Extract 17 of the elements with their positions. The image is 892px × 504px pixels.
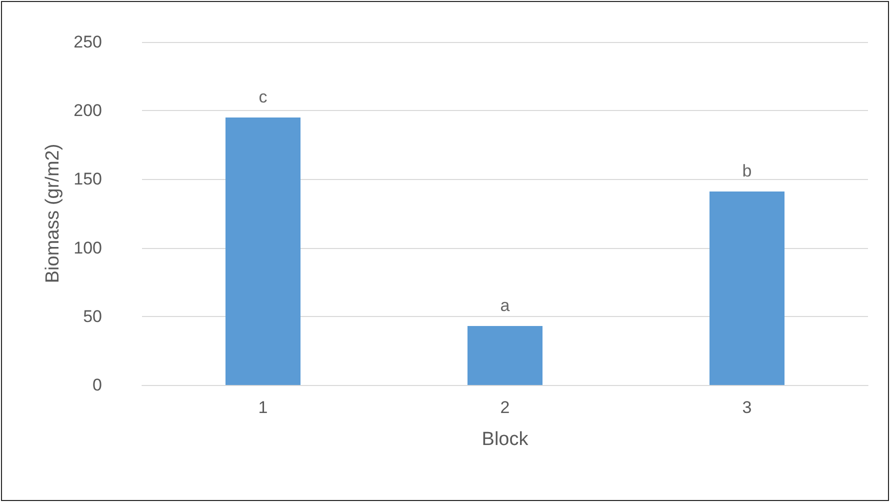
- bar: [467, 326, 543, 385]
- x-tick-label: 2: [500, 398, 510, 417]
- y-tick-label: 200: [74, 101, 102, 120]
- bar: [225, 117, 301, 385]
- y-tick-label: 50: [83, 306, 102, 326]
- x-axis-title: Block: [482, 429, 529, 450]
- bar: [709, 192, 785, 385]
- y-tick-label: 250: [74, 32, 102, 52]
- y-tick-label: 150: [74, 170, 102, 189]
- x-tick-label: 3: [742, 398, 752, 417]
- x-tick-label: 1: [258, 398, 268, 417]
- annotation: a: [500, 296, 510, 316]
- annotation: b: [742, 162, 752, 181]
- annotation: c: [258, 87, 268, 106]
- y-axis-title: Biomass (gr/m2): [42, 144, 64, 284]
- y-tick-label: 100: [74, 238, 102, 258]
- y-tick-label: 0: [92, 376, 102, 394]
